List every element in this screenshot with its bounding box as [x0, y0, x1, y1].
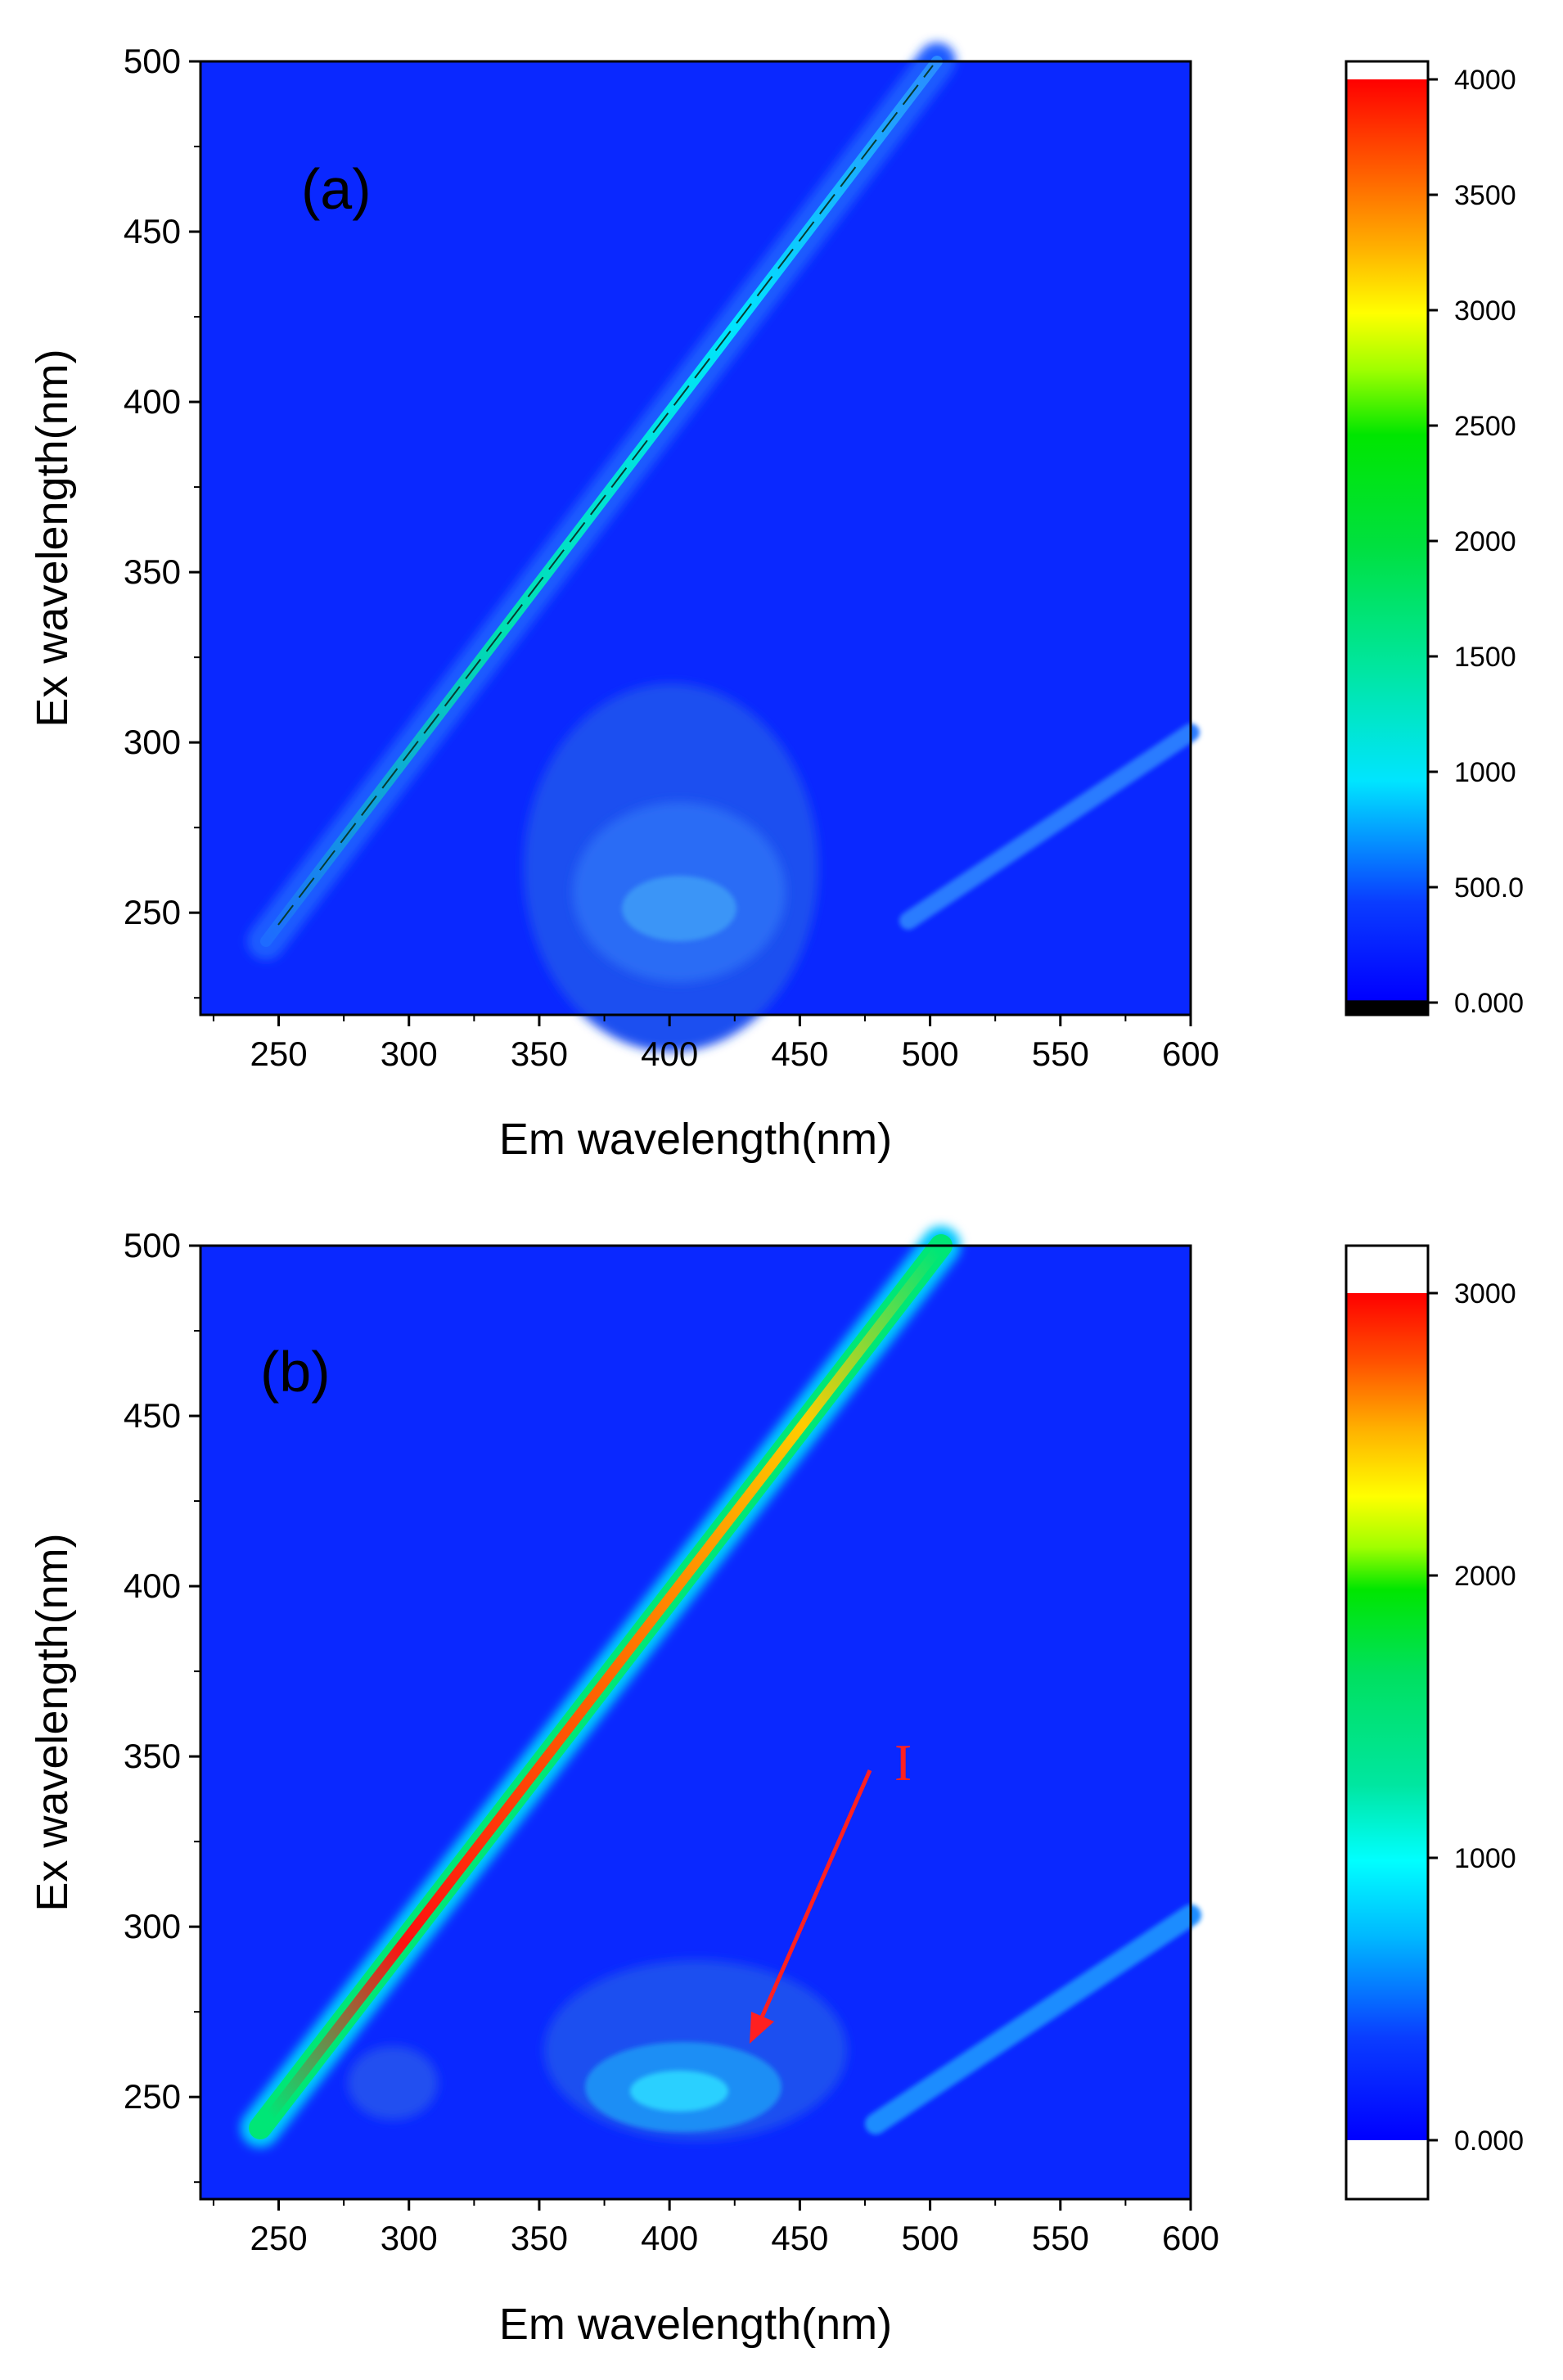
- x-tick-label: 550: [1032, 1034, 1089, 1073]
- annotation-label: I: [894, 1733, 912, 1792]
- colorbar-tick-label: 0.000: [1454, 988, 1524, 1019]
- x-tick-label: 300: [381, 1034, 438, 1073]
- y-tick-label: 250: [124, 2077, 181, 2116]
- colorbar-tick-label: 3500: [1454, 180, 1516, 211]
- y-tick-label: 500: [124, 1226, 181, 1264]
- colorbar-tick-label: 0.000: [1454, 2125, 1524, 2157]
- x-tick-label: 600: [1162, 1034, 1219, 1073]
- fluorescence-core: [622, 876, 736, 941]
- colorbar-top-cap: [1346, 61, 1428, 79]
- x-tick-label: 500: [902, 2219, 959, 2257]
- fluorescence-core: [630, 2071, 728, 2112]
- y-tick-label: 400: [124, 382, 181, 421]
- x-tick-label: 350: [511, 2219, 568, 2257]
- plot-frame: [199, 1244, 1192, 2201]
- colorbar-tick-label: 2500: [1454, 411, 1516, 442]
- colorbar-tick-label: 1500: [1454, 642, 1516, 673]
- y-axis-title: Ex wavelength(nm): [28, 1533, 77, 1911]
- plot-frame: [199, 60, 1192, 1016]
- x-axis-title: Em wavelength(nm): [499, 2300, 892, 2349]
- second-order-scatter: [865, 1904, 1201, 2134]
- y-tick-label: 500: [124, 42, 181, 80]
- y-tick-label: 250: [124, 893, 181, 931]
- x-tick-label: 600: [1162, 2219, 1219, 2257]
- small-blob: [348, 2046, 438, 2120]
- colorbar: [1346, 1293, 1428, 2140]
- x-tick-label: 500: [902, 1034, 959, 1073]
- x-tick-label: 250: [250, 2219, 307, 2257]
- x-tick-label: 400: [641, 2219, 698, 2257]
- colorbar-tick-label: 2000: [1454, 526, 1516, 557]
- colorbar-top-cap: [1346, 1246, 1428, 1293]
- y-tick-label: 300: [124, 1907, 181, 1945]
- rayleigh-scatter: [265, 1246, 942, 2121]
- x-axis-title: Em wavelength(nm): [499, 1115, 892, 1164]
- panel-b: 250 300 350 400 450 500 550 600 250 300 350 400 450 5…: [28, 1226, 1524, 2349]
- x-tick-label: 550: [1032, 2219, 1089, 2257]
- panel-a: 250 300 350 400 450 500 550 600 250 300 350 400 450 5…: [28, 42, 1524, 1164]
- colorbar-frame: [1345, 1244, 1430, 2201]
- y-tick-label: 350: [124, 552, 181, 591]
- plot-features: [247, 43, 1200, 1052]
- colorbar-frame: [1345, 60, 1430, 1016]
- colorbar-tick-label: 2000: [1454, 1561, 1516, 1592]
- x-tick-label: 450: [771, 2219, 828, 2257]
- x-tick-label: 400: [641, 1034, 698, 1073]
- colorbar-ticks-a: 0.000 500.0 1000 1500 2000 2500 3000 3500 4000: [1428, 65, 1524, 1019]
- axes-a: 250 300 350 400 450 500 550 600 250 300 350 400 450 5…: [124, 42, 1219, 1073]
- y-tick-label: 450: [124, 212, 181, 250]
- colorbar: [1346, 79, 1428, 1015]
- x-tick-label: 250: [250, 1034, 307, 1073]
- colorbar-ticks-b: 0.000 1000 2000 3000: [1428, 1278, 1524, 2157]
- y-tick-label: 300: [124, 723, 181, 761]
- colorbar-tick-label: 1000: [1454, 1843, 1516, 1874]
- panel-label: (b): [260, 1340, 331, 1404]
- x-tick-label: 300: [381, 2219, 438, 2257]
- y-tick-label: 350: [124, 1737, 181, 1775]
- x-tick-label: 450: [771, 1034, 828, 1073]
- panel-label: (a): [301, 157, 372, 221]
- colorbar-tick-label: 3000: [1454, 1278, 1516, 1309]
- colorbar-bottom-cap: [1346, 2140, 1428, 2199]
- rayleigh-contour: [277, 65, 934, 926]
- y-tick-label: 400: [124, 1566, 181, 1605]
- plot-features: [241, 1226, 1201, 2148]
- colorbar-tick-label: 4000: [1454, 65, 1516, 96]
- y-axis-title: Ex wavelength(nm): [28, 349, 77, 727]
- colorbar-tick-label: 1000: [1454, 757, 1516, 788]
- axes-b: 250 300 350 400 450 500 550 600 250 300 350 400 450 5…: [124, 1226, 1219, 2257]
- colorbar-tick-label: 500.0: [1454, 872, 1524, 904]
- colorbar-tick-label: 3000: [1454, 295, 1516, 327]
- annotation-arrow: [750, 1769, 872, 2044]
- y-tick-label: 450: [124, 1396, 181, 1435]
- x-tick-label: 350: [511, 1034, 568, 1073]
- second-order-scatter: [899, 723, 1200, 930]
